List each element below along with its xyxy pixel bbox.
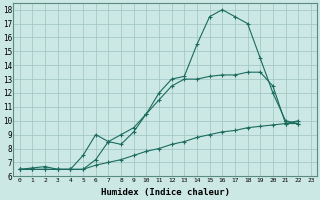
X-axis label: Humidex (Indice chaleur): Humidex (Indice chaleur) (101, 188, 230, 197)
